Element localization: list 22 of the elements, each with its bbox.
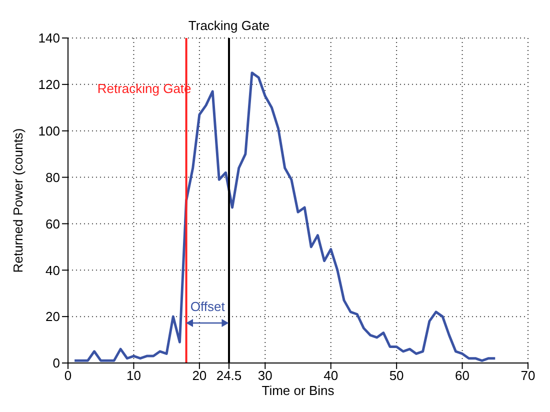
y-tick-label: 20 [46,309,60,324]
x-tick-label: 70 [520,368,536,384]
y-tick-label: 40 [46,262,60,278]
x-tick-label: 20 [192,368,207,384]
line-series [73,72,496,362]
x-tick-label: 50 [389,368,404,384]
annotation: Offset [190,299,225,314]
x-axis-title: Time or Bins [262,383,335,398]
x-tick-label: 0 [64,368,72,384]
y-axis-title: Returned Power (counts) [10,128,26,273]
y-tick-label: 80 [46,170,60,185]
x-tick-label: 40 [324,368,338,384]
y-tick-label: 0 [52,356,60,371]
y-tick-label: 140 [38,30,60,46]
y-tick-label: 60 [46,216,60,232]
x-tick-label: 60 [455,368,470,384]
x-tick-label: 30 [258,368,272,384]
y-tick-label: 100 [38,123,60,138]
x-tick-label: 24.5 [216,368,242,384]
ref-line-label: Tracking Gate [188,18,270,33]
y-tick-label: 120 [38,77,60,92]
x-tick-label: 10 [126,368,141,384]
